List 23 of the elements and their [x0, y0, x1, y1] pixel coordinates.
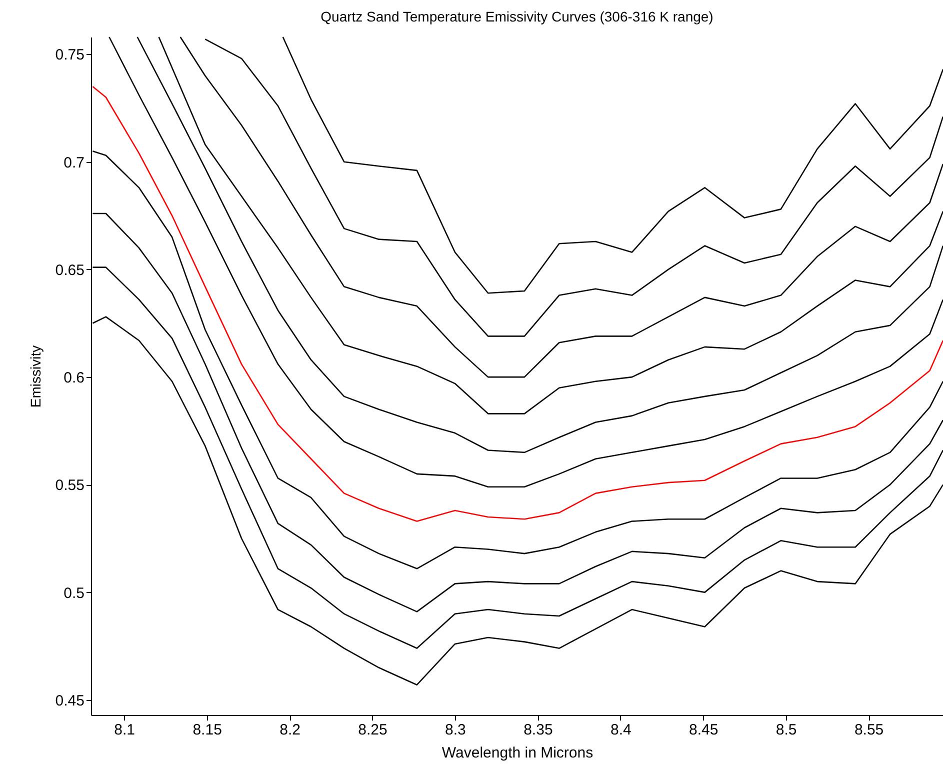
- x-tick-label: 8.55: [854, 722, 884, 738]
- x-tick-label: 8.35: [524, 722, 553, 738]
- chart-title: Quartz Sand Temperature Emissivity Curves (306-316 K range): [320, 8, 714, 24]
- y-tick-label: 0.45: [55, 692, 84, 710]
- y-tick-label: 0.6: [64, 370, 84, 387]
- y-tick-label: 0.7: [64, 154, 84, 172]
- x-tick-label: 8.25: [358, 722, 388, 738]
- x-tick-label: 8.4: [610, 722, 632, 738]
- x-tick-label: 8.2: [280, 722, 300, 738]
- y-tick-label: 0.75: [55, 46, 84, 64]
- y-axis-title: Emissivity: [27, 345, 44, 408]
- y-tick-label: 0.5: [64, 584, 84, 602]
- line-series: [92, 86, 943, 522]
- x-tick-label: 8.3: [445, 722, 466, 738]
- x-tick-label: 8.1: [114, 722, 136, 738]
- x-axis-title: Wavelength in Microns: [442, 744, 594, 762]
- x-tick-label: 8.45: [689, 722, 718, 738]
- line-series: [282, 36, 943, 294]
- x-tick-label: 8.15: [192, 722, 222, 738]
- x-tick-label: 8.5: [776, 722, 797, 738]
- line-series: [204, 38, 943, 337]
- y-tick-label: 0.55: [55, 477, 84, 494]
- y-tick-label: 0.65: [55, 262, 84, 279]
